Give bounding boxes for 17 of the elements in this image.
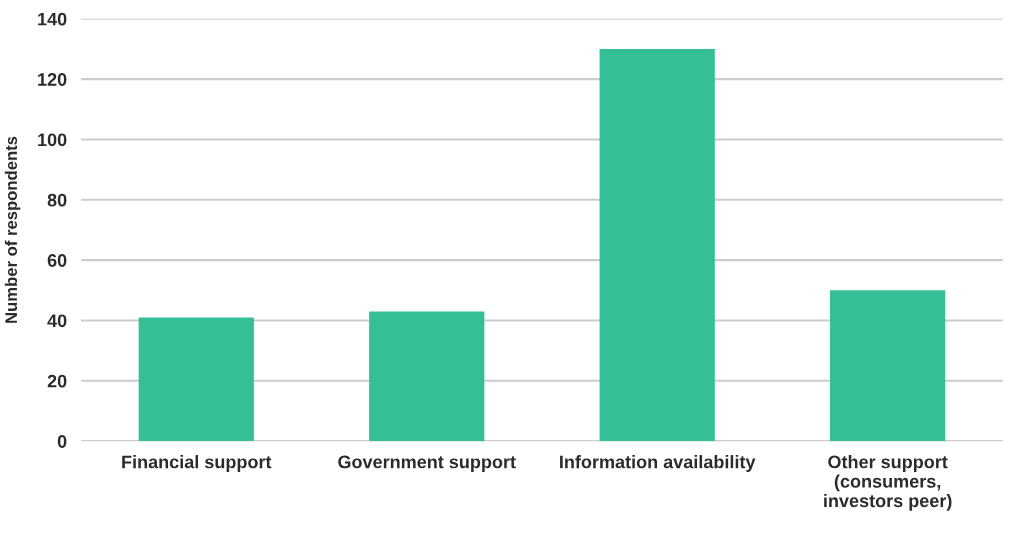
- x-tick-label: Other support (consumers, investors peer): [824, 455, 952, 511]
- y-tick-label: 60: [47, 254, 67, 267]
- y-tick-label: 100: [38, 133, 67, 147]
- y-tick-label: 40: [47, 314, 67, 328]
- y-axis-title: Number of respondents: [4, 136, 21, 323]
- bar: [138, 317, 254, 442]
- x-tick-label: Financial support: [122, 455, 272, 472]
- y-tick-label: 80: [47, 193, 67, 207]
- x-tick-label: Information availability: [560, 455, 756, 472]
- bar: [369, 311, 485, 442]
- y-tick-label: 20: [47, 374, 67, 388]
- bar: [599, 49, 715, 442]
- y-tick-label: 0: [57, 435, 67, 448]
- y-tick-label: 140: [38, 12, 67, 26]
- x-tick-label: Government support: [338, 455, 516, 472]
- y-tick-label: 120: [38, 73, 67, 86]
- bar: [830, 290, 946, 442]
